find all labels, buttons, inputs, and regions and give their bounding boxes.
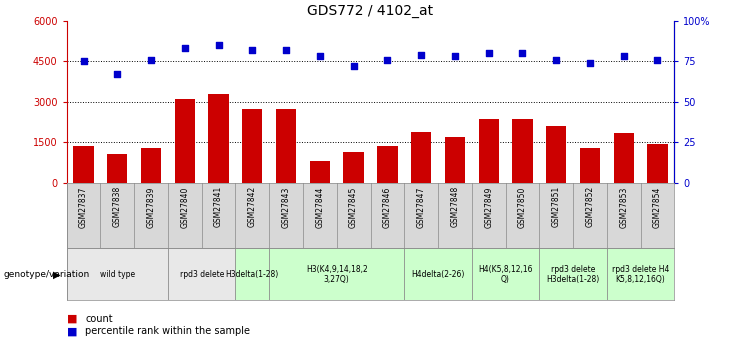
Text: GSM27853: GSM27853 <box>619 186 628 227</box>
Point <box>111 71 123 77</box>
Text: GSM27844: GSM27844 <box>316 186 325 227</box>
Bar <box>405 248 472 300</box>
Bar <box>242 109 262 183</box>
Text: H3(K4,9,14,18,2
3,27Q): H3(K4,9,14,18,2 3,27Q) <box>306 265 368 284</box>
Text: genotype/variation: genotype/variation <box>4 270 90 279</box>
Text: GSM27843: GSM27843 <box>282 186 290 227</box>
Text: ■: ■ <box>67 326 77 336</box>
Text: GSM27841: GSM27841 <box>214 186 223 227</box>
Point <box>551 57 562 62</box>
Point <box>584 60 596 66</box>
Text: wild type: wild type <box>100 270 135 279</box>
Bar <box>579 148 600 183</box>
Bar <box>377 146 397 183</box>
Bar <box>276 109 296 183</box>
Text: H4(K5,8,12,16
Q): H4(K5,8,12,16 Q) <box>478 265 533 284</box>
Title: GDS772 / 4102_at: GDS772 / 4102_at <box>308 4 433 18</box>
Bar <box>107 155 127 183</box>
Text: GSM27840: GSM27840 <box>180 186 190 227</box>
Bar <box>208 94 229 183</box>
Bar <box>607 248 674 300</box>
Text: rpd3 delete: rpd3 delete <box>179 270 224 279</box>
Point <box>482 50 494 56</box>
Bar <box>168 248 236 300</box>
Text: count: count <box>85 314 113 324</box>
Point <box>618 53 630 59</box>
Point <box>314 53 326 59</box>
Text: GSM27846: GSM27846 <box>383 186 392 227</box>
Text: GSM27848: GSM27848 <box>451 186 459 227</box>
Point <box>382 57 393 62</box>
Point <box>651 57 663 62</box>
Text: H3delta(1-28): H3delta(1-28) <box>226 270 279 279</box>
Text: ▶: ▶ <box>53 269 61 279</box>
Point <box>348 63 359 69</box>
Point <box>145 57 157 62</box>
Bar <box>141 148 162 183</box>
Text: GSM27851: GSM27851 <box>551 186 561 227</box>
Point <box>179 46 190 51</box>
Bar <box>648 144 668 183</box>
Point <box>415 52 427 58</box>
Point <box>247 47 259 53</box>
Bar <box>614 133 634 183</box>
Text: GSM27842: GSM27842 <box>247 186 257 227</box>
Text: GSM27839: GSM27839 <box>147 186 156 227</box>
Bar <box>236 248 269 300</box>
Text: GSM27845: GSM27845 <box>349 186 358 227</box>
Text: ■: ■ <box>67 314 77 324</box>
Text: rpd3 delete H4
K5,8,12,16Q): rpd3 delete H4 K5,8,12,16Q) <box>612 265 669 284</box>
Bar <box>539 248 607 300</box>
Point <box>78 59 90 64</box>
Bar <box>512 119 533 183</box>
Point <box>213 42 225 48</box>
Text: GSM27850: GSM27850 <box>518 186 527 227</box>
Bar <box>310 161 330 183</box>
Text: GSM27838: GSM27838 <box>113 186 122 227</box>
Text: H4delta(2-26): H4delta(2-26) <box>411 270 465 279</box>
Bar <box>472 248 539 300</box>
Point <box>449 53 461 59</box>
Point <box>516 50 528 56</box>
Bar <box>546 126 566 183</box>
Point <box>280 47 292 53</box>
Bar <box>67 248 168 300</box>
Text: GSM27837: GSM27837 <box>79 186 88 227</box>
Text: GSM27852: GSM27852 <box>585 186 594 227</box>
Bar <box>175 99 195 183</box>
Bar <box>479 119 499 183</box>
Bar <box>73 146 93 183</box>
Text: rpd3 delete
H3delta(1-28): rpd3 delete H3delta(1-28) <box>546 265 599 284</box>
Text: GSM27854: GSM27854 <box>653 186 662 227</box>
Text: GSM27847: GSM27847 <box>416 186 425 227</box>
Bar <box>344 152 364 183</box>
Text: percentile rank within the sample: percentile rank within the sample <box>85 326 250 336</box>
Bar <box>411 131 431 183</box>
Bar <box>269 248 405 300</box>
Bar <box>445 137 465 183</box>
Text: GSM27849: GSM27849 <box>484 186 494 227</box>
